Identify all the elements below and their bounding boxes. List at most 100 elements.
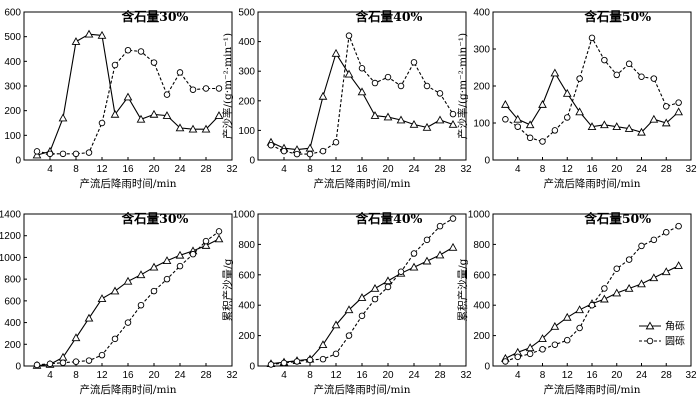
data-point-round (111, 335, 119, 343)
data-point-round (163, 91, 171, 98)
x-tick-label: 16 (356, 164, 368, 175)
data-point-round (625, 256, 633, 263)
data-point-angular (624, 124, 634, 132)
data-point-angular (661, 267, 671, 276)
data-point-round (638, 73, 645, 80)
y-tick-label: 1400 (0, 210, 21, 221)
data-point-round (564, 336, 571, 344)
x-tick-label: 32 (685, 164, 697, 175)
data-point-round (576, 324, 583, 332)
x-tick-label: 24 (636, 164, 648, 175)
data-point-angular (435, 250, 445, 259)
data-point-angular (587, 122, 597, 131)
data-point-angular (624, 283, 634, 292)
x-tick-label: 8 (307, 370, 313, 381)
data-point-round (371, 295, 379, 303)
data-point-angular (550, 321, 560, 330)
data-point-angular (97, 294, 107, 303)
data-point-round (280, 359, 288, 367)
data-point-angular (84, 313, 94, 322)
y-tick-label: 0 (484, 362, 490, 373)
data-point-round (345, 332, 353, 339)
legend-label: 圆砾 (665, 335, 685, 348)
data-point-angular (162, 256, 172, 265)
x-tick-label: 12 (96, 164, 108, 175)
data-point-round (124, 46, 132, 54)
chart-5: 4 8 12 16 20 24 28 32 0 200 400 600 800 1000 含石量40% 产流后… (221, 210, 472, 397)
data-point-round (613, 265, 621, 272)
series-line-round (505, 225, 679, 362)
data-point-round (601, 285, 608, 292)
data-point-angular (448, 242, 458, 251)
y-tick-label: 200 (4, 106, 21, 117)
x-tick-label: 4 (515, 370, 521, 381)
x-tick-label: 20 (148, 164, 160, 175)
y-tick-label: 0 (484, 156, 490, 167)
y-tick-label: 400 (4, 318, 21, 329)
x-tick-label: 16 (122, 164, 134, 175)
y-tick-label: 0 (15, 156, 21, 167)
y-axis-label: 产沙率/(g·m⁻²·min⁻¹) (221, 33, 234, 139)
y-tick-label: 600 (4, 296, 21, 307)
x-axis-label: 产流后降雨时间/min (543, 383, 640, 396)
chart-2: 4 8 12 16 20 24 28 32 0 100 200 300 400 500 含石量40% 产流后降… (221, 8, 472, 191)
x-tick-label: 4 (281, 164, 287, 175)
x-tick-label: 12 (330, 370, 342, 381)
y-tick-label: 300 (238, 67, 255, 78)
data-point-round (371, 79, 379, 87)
y-tick-label: 200 (238, 331, 255, 342)
data-point-round (319, 147, 327, 155)
data-point-angular (600, 120, 609, 129)
data-point-angular (538, 99, 547, 108)
data-point-angular (661, 118, 671, 127)
data-point-angular (331, 48, 341, 57)
data-point-angular (149, 262, 159, 271)
data-point-angular (550, 68, 560, 77)
data-point-angular (637, 279, 646, 288)
plot-frame (23, 213, 233, 367)
y-tick-label: 1000 (233, 210, 256, 221)
data-point-round (306, 356, 314, 364)
data-point-angular (110, 109, 120, 118)
chart-1: 4 8 12 16 20 24 28 32 0 100 200 300 400 500 600 含石量30% 产… (4, 8, 238, 191)
data-point-angular (435, 115, 445, 124)
data-point-round (539, 138, 546, 145)
y-tick-label: 400 (473, 8, 490, 19)
data-point-round (588, 301, 596, 309)
data-point-angular (562, 88, 572, 97)
data-point-round (638, 242, 645, 250)
x-tick-label: 16 (586, 370, 598, 381)
legend-label: 角砾 (665, 320, 685, 333)
data-point-round (319, 355, 327, 363)
x-tick-label: 8 (540, 370, 546, 381)
chart-title: 含石量50% (583, 9, 651, 24)
data-point-round (650, 75, 658, 82)
data-point-angular (188, 124, 198, 133)
data-point-round (332, 138, 340, 146)
plot-frame (492, 213, 692, 367)
data-point-round (189, 86, 197, 93)
data-point-round (46, 150, 54, 158)
x-tick-label: 28 (434, 164, 446, 175)
data-point-angular (318, 340, 328, 349)
data-point-round (33, 361, 41, 369)
data-point-round (215, 85, 223, 92)
data-point-round (137, 301, 145, 309)
x-tick-label: 12 (96, 370, 108, 381)
data-point-round (514, 353, 522, 361)
data-point-round (564, 114, 571, 121)
data-point-angular (674, 107, 683, 116)
x-tick-label: 4 (515, 164, 521, 175)
data-point-round (358, 312, 366, 320)
y-tick-label: 200 (238, 96, 255, 107)
data-point-angular (162, 111, 172, 119)
data-point-round (150, 287, 158, 295)
y-tick-label: 400 (4, 57, 21, 68)
chart-title: 含石量40% (355, 211, 423, 226)
plot-frame (257, 11, 467, 161)
x-tick-label: 28 (661, 370, 673, 381)
y-tick-label: 600 (473, 270, 490, 281)
y-tick-label: 500 (238, 8, 255, 19)
x-tick-label: 16 (122, 370, 134, 381)
y-tick-label: 600 (238, 270, 255, 281)
